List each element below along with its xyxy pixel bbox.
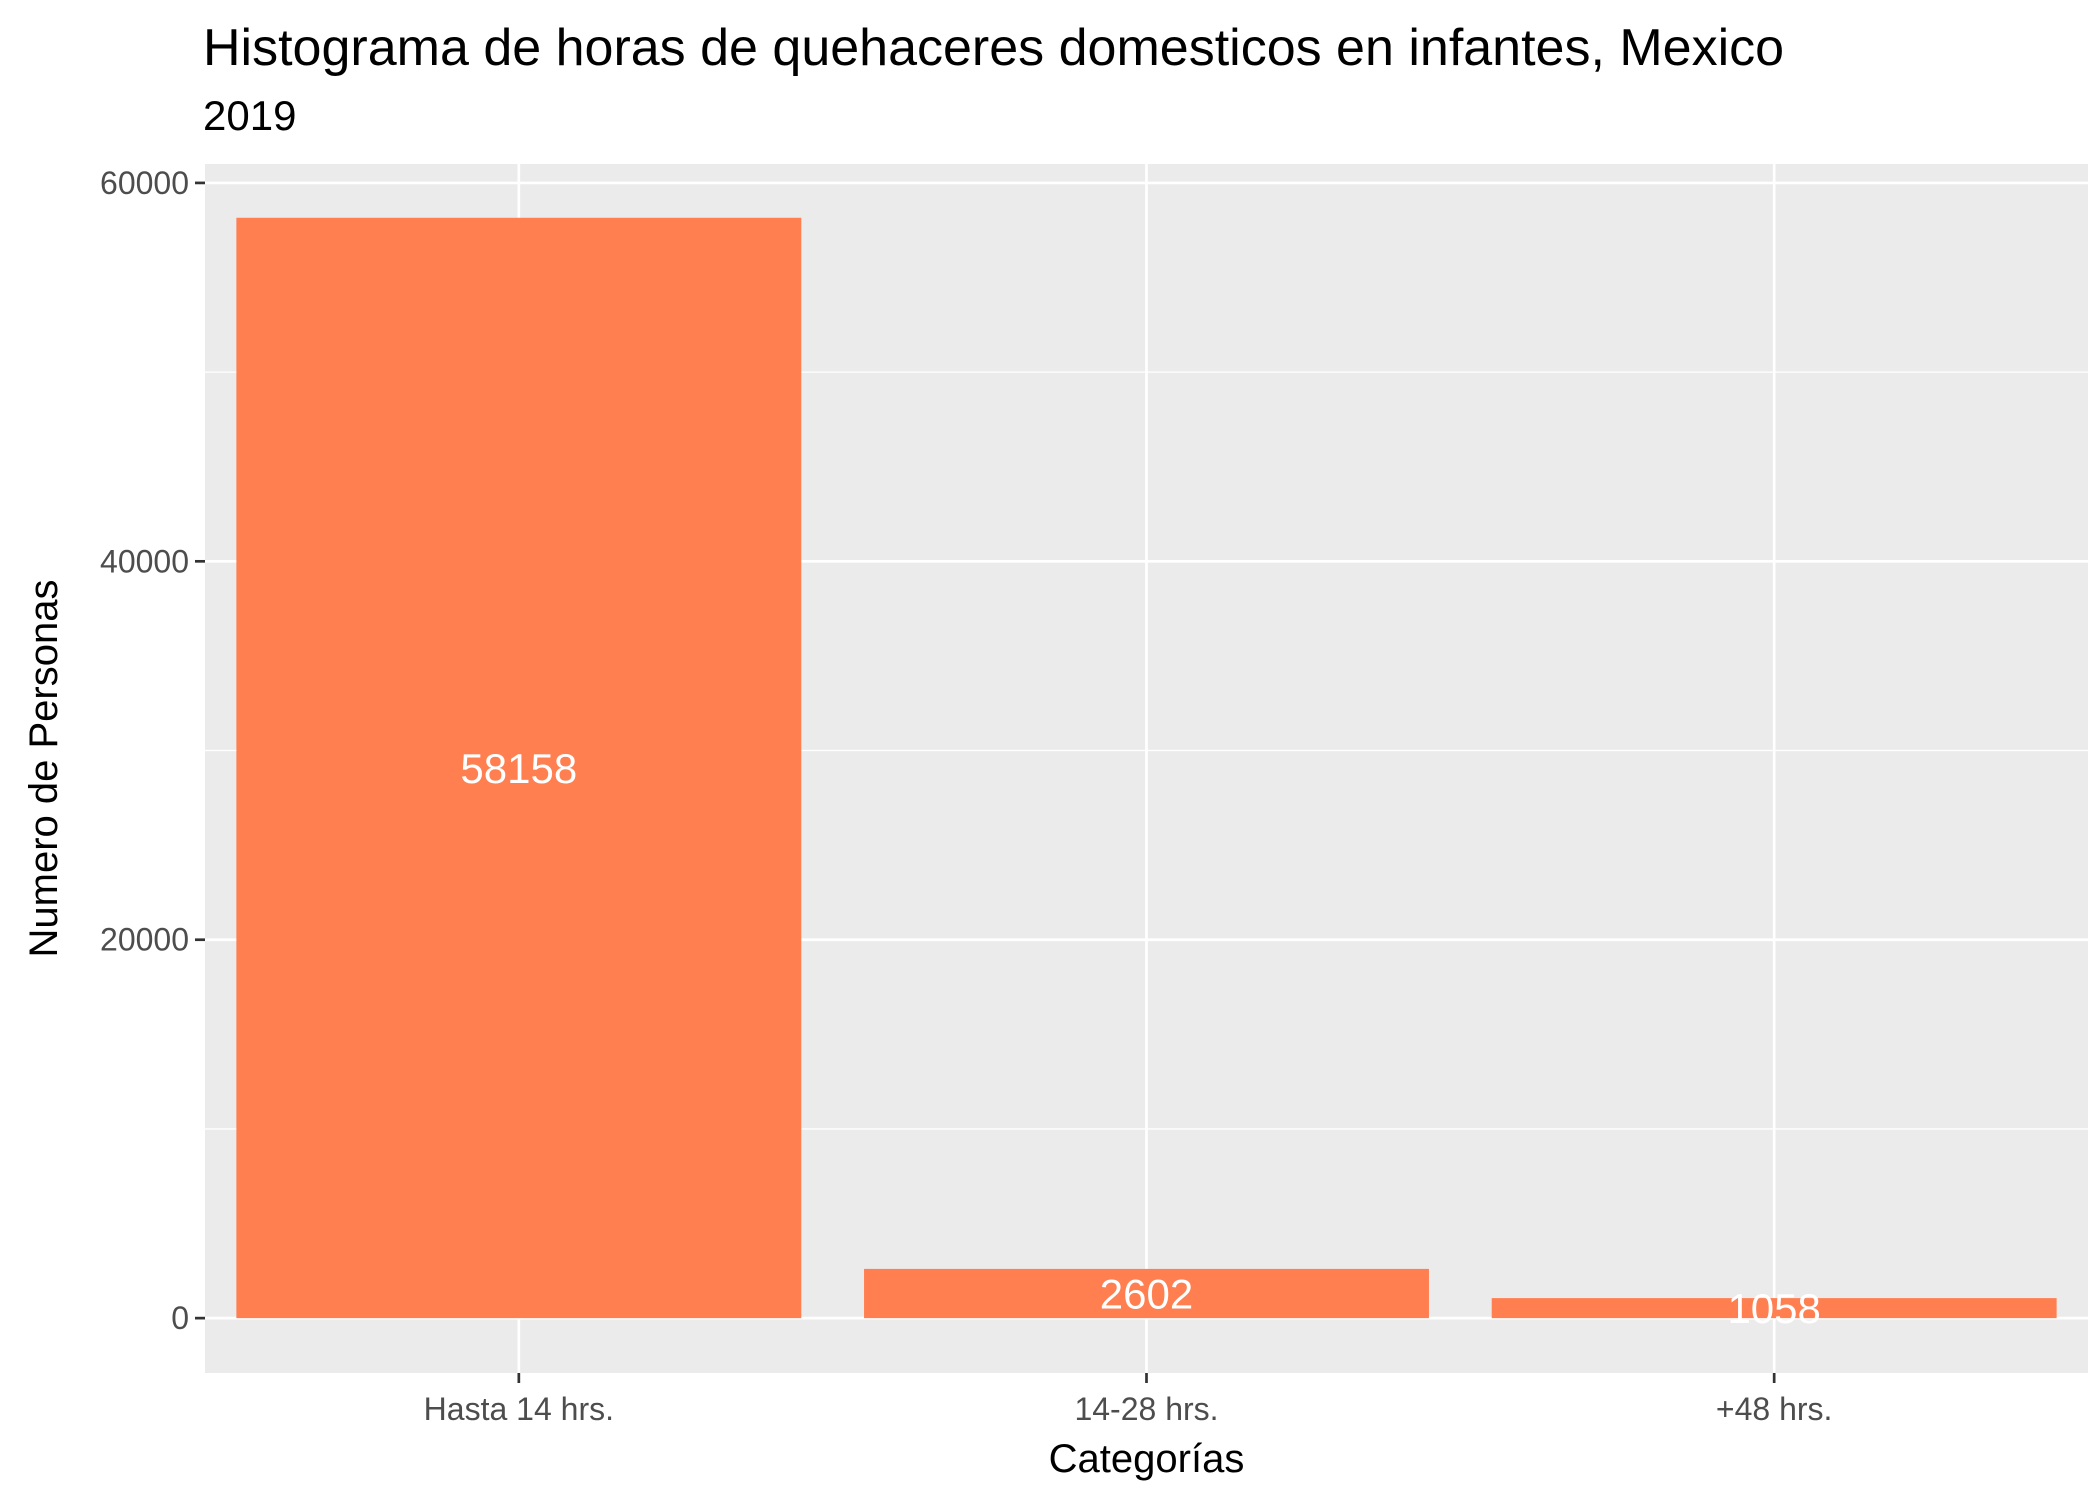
- bar-data-label: 2602: [1100, 1271, 1193, 1318]
- chart-subtitle: 2019: [203, 92, 297, 139]
- x-tick-label: Hasta 14 hrs.: [424, 1391, 614, 1427]
- bar-data-label: 58158: [460, 745, 577, 792]
- bar: [236, 217, 802, 1319]
- y-tick-label: 60000: [100, 165, 189, 201]
- y-tick-label: 40000: [100, 543, 189, 579]
- x-axis-title: Categorías: [1049, 1437, 1245, 1481]
- x-tick-label: +48 hrs.: [1716, 1391, 1833, 1427]
- x-tick-label: 14-28 hrs.: [1074, 1391, 1218, 1427]
- y-tick-label: 20000: [100, 922, 189, 958]
- bars: [236, 217, 2057, 1319]
- y-tick-label: 0: [171, 1300, 189, 1336]
- x-axis: Hasta 14 hrs. 14-28 hrs. +48 hrs.: [424, 1373, 1833, 1427]
- bar: [1491, 1298, 2057, 1319]
- y-axis: 0 20000 40000 60000: [100, 165, 205, 1336]
- bar: [864, 1268, 1429, 1319]
- chart-title: Histograma de horas de quehaceres domest…: [203, 19, 1785, 77]
- bar-data-label: 1058: [1727, 1285, 1820, 1332]
- y-axis-title: Numero de Personas: [22, 580, 66, 958]
- bar-labels: 58158 2602 1058: [460, 745, 1820, 1332]
